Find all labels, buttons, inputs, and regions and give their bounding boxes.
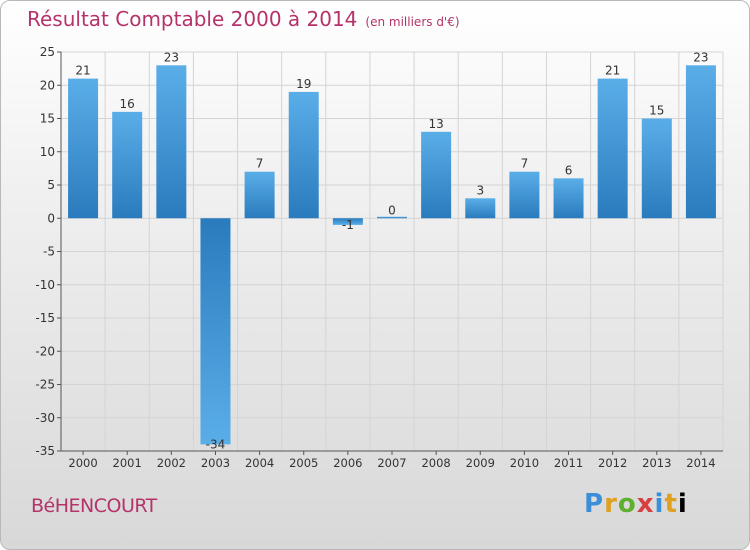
x-tick-label: 2005 <box>289 456 318 470</box>
data-label: 21 <box>75 64 90 78</box>
data-label: 23 <box>693 50 708 64</box>
y-tick-label: -10 <box>35 278 55 292</box>
data-label: 21 <box>605 64 620 78</box>
bar <box>421 131 452 219</box>
data-label: 19 <box>296 77 311 91</box>
x-tick-label: 2000 <box>68 456 97 470</box>
x-tick-label: 2012 <box>598 456 627 470</box>
y-tick-label: -25 <box>35 378 55 392</box>
logo-letter: t <box>664 489 678 519</box>
bar <box>156 65 187 219</box>
y-tick-label: 0 <box>47 211 55 225</box>
data-label: -1 <box>342 218 354 232</box>
bar <box>244 171 275 219</box>
y-tick-label: 5 <box>47 178 55 192</box>
bar <box>641 118 672 219</box>
data-label: 23 <box>164 50 179 64</box>
data-label: 6 <box>565 163 573 177</box>
logo-letter: o <box>617 489 637 519</box>
bar <box>553 178 584 219</box>
y-tick-label: 10 <box>40 145 55 159</box>
x-tick-label: 2002 <box>157 456 186 470</box>
y-tick-label: -20 <box>35 344 55 358</box>
data-label: 7 <box>256 157 264 171</box>
x-tick-label: 2014 <box>686 456 715 470</box>
y-tick-label: -5 <box>43 245 55 259</box>
bar <box>597 78 628 219</box>
y-tick-label: -30 <box>35 411 55 425</box>
bars <box>68 65 716 445</box>
logo-letter: i <box>677 489 688 519</box>
y-tick-label: 25 <box>40 45 55 59</box>
logo-letter: P <box>584 489 605 519</box>
bar <box>332 218 363 225</box>
y-tick-label: -15 <box>35 311 55 325</box>
x-tick-label: 2010 <box>510 456 539 470</box>
y-tick-label: -35 <box>35 444 55 458</box>
chart-title-text: Résultat Comptable 2000 à 2014 <box>27 7 358 31</box>
x-tick-label: 2009 <box>466 456 495 470</box>
bar <box>68 78 99 219</box>
logo-letter: r <box>604 489 618 519</box>
data-label: 7 <box>521 157 529 171</box>
data-label: 15 <box>649 104 664 118</box>
x-tick-label: 2004 <box>245 456 274 470</box>
x-tick-label: 2007 <box>377 456 406 470</box>
data-label: 13 <box>428 117 443 131</box>
x-tick-label: 2003 <box>201 456 230 470</box>
data-label: 16 <box>120 97 135 111</box>
bar <box>200 218 231 445</box>
bar <box>509 171 540 219</box>
x-tick-label: 2013 <box>642 456 671 470</box>
chart-title: Résultat Comptable 2000 à 2014 (en millie… <box>27 7 460 31</box>
proxiti-logo: Proxiti <box>584 489 688 519</box>
logo-letter: i <box>654 489 665 519</box>
x-tick-label: 2006 <box>333 456 362 470</box>
data-labels: 21 16 23 -34 7 19 -1 0 13 3 7 6 21 15 23 <box>75 50 708 451</box>
place-name: BéHENCOURT <box>31 495 157 517</box>
bar <box>465 198 496 219</box>
bar <box>377 216 407 219</box>
logo-letter: x <box>636 489 655 519</box>
x-tick-label: 2001 <box>113 456 142 470</box>
bar <box>685 65 716 219</box>
y-tick-label: 15 <box>40 112 55 126</box>
y-tick-label: 20 <box>40 78 55 92</box>
bar <box>112 111 143 219</box>
x-tick-label: 2011 <box>554 456 583 470</box>
chart-subtitle: (en milliers d'€) <box>365 15 460 29</box>
data-label: 0 <box>388 203 396 217</box>
data-label: 3 <box>476 183 484 197</box>
x-tick-label: 2008 <box>421 456 450 470</box>
bar <box>288 91 319 219</box>
data-label: -34 <box>206 437 226 451</box>
